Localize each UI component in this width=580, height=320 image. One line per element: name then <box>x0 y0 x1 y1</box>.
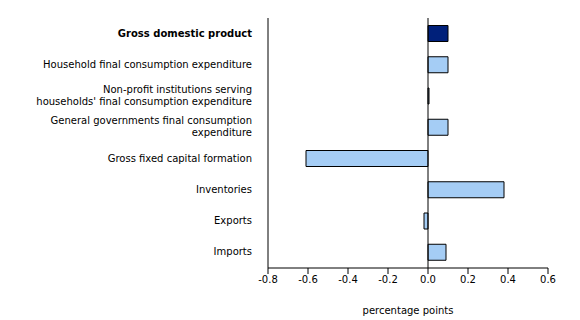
svg-text:Exports: Exports <box>214 215 252 226</box>
svg-text:0.0: 0.0 <box>420 274 436 285</box>
svg-text:-0.2: -0.2 <box>378 274 398 285</box>
svg-text:-0.8: -0.8 <box>258 274 278 285</box>
svg-text:Imports: Imports <box>214 246 252 257</box>
svg-text:percentage points: percentage points <box>363 305 454 316</box>
svg-text:Inventories: Inventories <box>196 184 252 195</box>
svg-text:Gross fixed capital formation: Gross fixed capital formation <box>108 153 252 164</box>
svg-text:0.2: 0.2 <box>460 274 476 285</box>
svg-text:-0.4: -0.4 <box>338 274 358 285</box>
svg-text:-0.6: -0.6 <box>298 274 318 285</box>
svg-text:General governments final cons: General governments final consumptionexp… <box>51 115 252 138</box>
svg-text:0.4: 0.4 <box>500 274 516 285</box>
svg-text:0.6: 0.6 <box>540 274 556 285</box>
svg-text:Gross domestic product: Gross domestic product <box>118 28 252 39</box>
svg-text:Non-profit institutions servin: Non-profit institutions servinghousehold… <box>36 84 252 107</box>
svg-text:Household final consumption ex: Household final consumption expenditure <box>43 59 252 70</box>
